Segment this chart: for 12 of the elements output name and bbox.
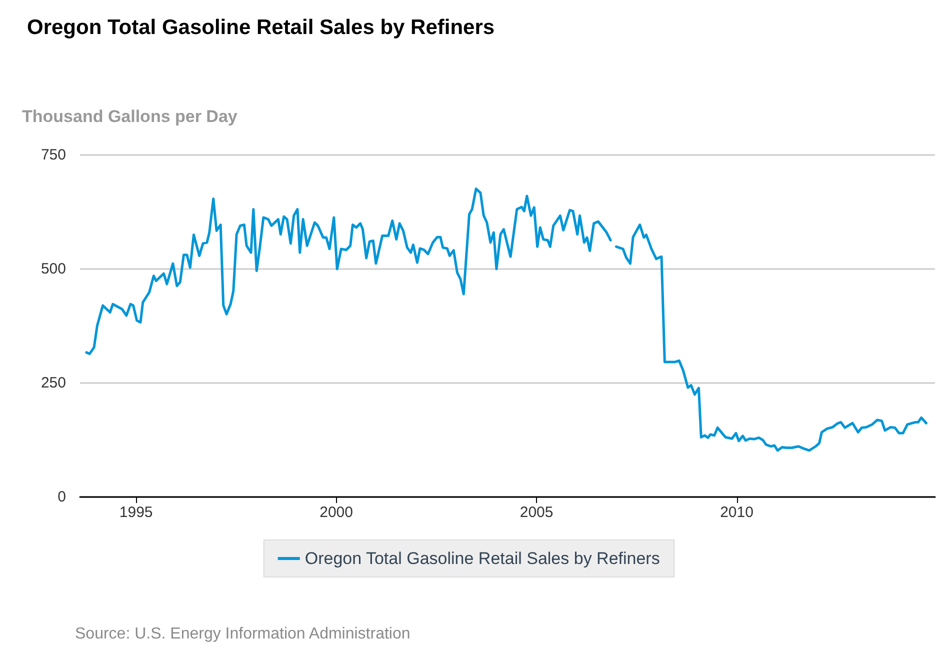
y-tick-label: 250	[40, 374, 66, 392]
y-tick-label: 500	[40, 260, 66, 278]
x-tick-label: 1995	[119, 504, 153, 521]
y-tick-label: 750	[40, 146, 66, 164]
chart-title: Oregon Total Gasoline Retail Sales by Refiners	[27, 16, 495, 39]
x-tick-label: 2010	[720, 504, 754, 521]
y-tick-label: 0	[58, 488, 66, 506]
y-axis-title: Thousand Gallons per Day	[22, 107, 238, 126]
x-tick-label: 2005	[520, 504, 554, 521]
legend-label: Oregon Total Gasoline Retail Sales by Refiners	[304, 549, 660, 568]
source-note: Source: U.S. Energy Information Administration	[75, 626, 410, 642]
x-tick-label: 2000	[320, 504, 353, 521]
